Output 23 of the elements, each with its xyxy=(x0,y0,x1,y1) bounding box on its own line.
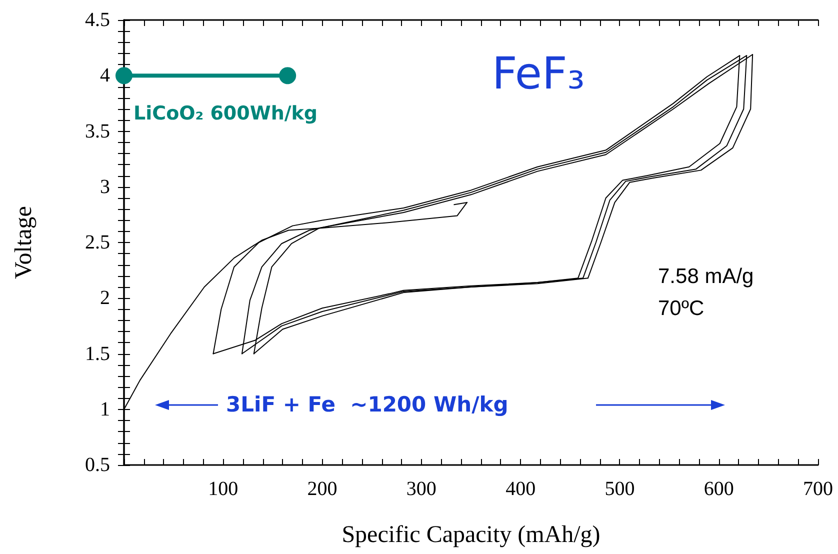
y-tick-label: 3 xyxy=(100,176,110,198)
x-tick-label: 200 xyxy=(307,478,338,500)
x-tick-label: 100 xyxy=(208,478,238,500)
annotation: 7.58 mA/g xyxy=(658,265,754,288)
y-tick-label: 4.5 xyxy=(85,9,110,31)
y-tick-label: 2.5 xyxy=(85,232,110,254)
series-label: LiCoO₂ 600Wh/kg xyxy=(134,102,318,125)
x-tick-label: 500 xyxy=(604,478,635,500)
x-tick-label: 600 xyxy=(704,478,734,500)
annotation: 3LiF + Fe ~1200 Wh/kg xyxy=(226,392,508,416)
annotation: FeF₃ xyxy=(492,48,585,100)
y-tick-label: 2 xyxy=(100,287,110,310)
y-axis-title: Voltage xyxy=(11,206,37,279)
y-tick-label: 3.5 xyxy=(85,120,110,142)
y-tick-label: 1 xyxy=(100,398,110,420)
x-axis-title: Specific Capacity (mAh/g) xyxy=(342,522,600,548)
y-tick-label: 0.5 xyxy=(85,454,110,476)
x-tick-label: 300 xyxy=(406,478,436,500)
y-tick-label: 1.5 xyxy=(85,342,110,365)
annotation: 70ºC xyxy=(658,297,704,320)
x-tick-label: 400 xyxy=(506,478,536,500)
y-tick-label: 4 xyxy=(100,64,110,87)
x-tick-label: 700 xyxy=(803,478,833,500)
